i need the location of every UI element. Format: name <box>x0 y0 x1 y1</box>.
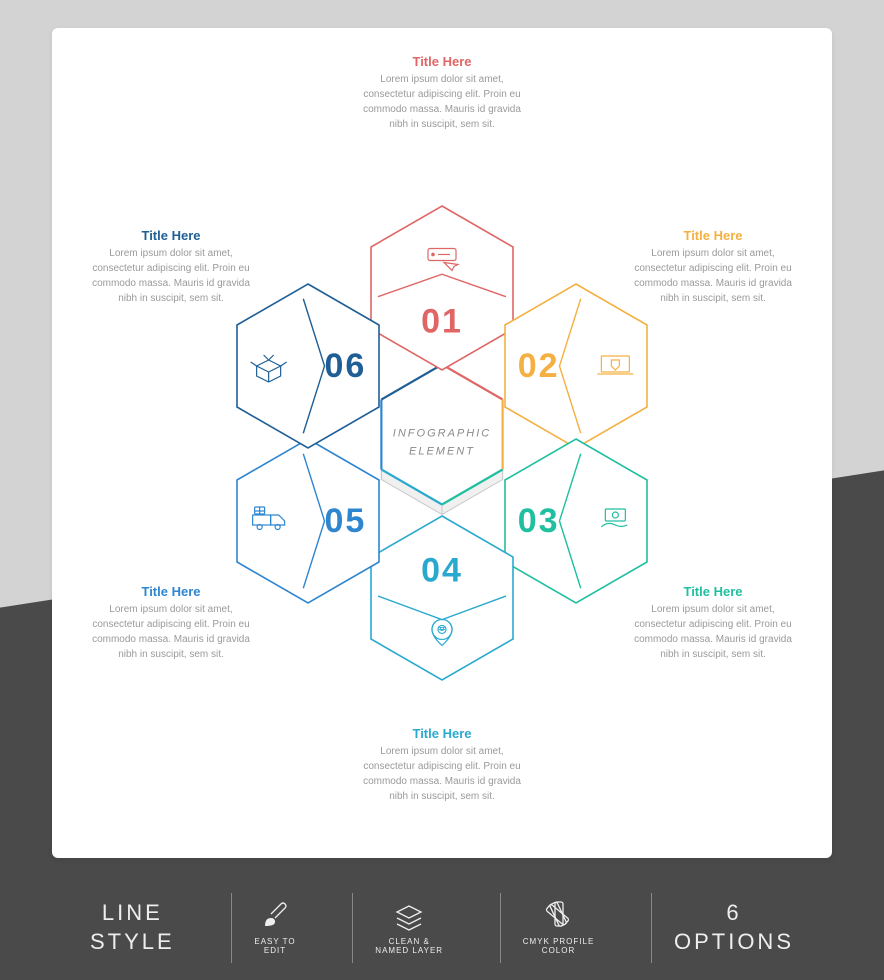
item-title-05: Title Here <box>86 584 256 599</box>
item-title-06: Title Here <box>86 228 256 243</box>
item-title-01: Title Here <box>357 54 527 69</box>
center-line-2: ELEMENT <box>409 445 475 457</box>
item-body-01: Lorem ipsum dolor sit amet, consectetur … <box>357 72 527 132</box>
hex-item-06: 06 <box>224 282 392 450</box>
footer-badge-swatch: CMYK PROFILECOLOR <box>500 893 617 963</box>
item-title-03: Title Here <box>628 584 798 599</box>
svg-text:02: 02 <box>518 347 560 385</box>
item-body-04: Lorem ipsum dolor sit amet, consectetur … <box>357 744 527 804</box>
brush-icon <box>260 901 290 931</box>
item-body-06: Lorem ipsum dolor sit amet, consectetur … <box>86 246 256 306</box>
item-body-05: Lorem ipsum dolor sit amet, consectetur … <box>86 602 256 662</box>
item-title-04: Title Here <box>357 726 527 741</box>
item-title-02: Title Here <box>628 228 798 243</box>
footer: LINESTYLE EASY TOEDIT CLEAN &NAMED LAYER… <box>0 876 884 980</box>
footer-badge-brush: EASY TOEDIT <box>231 893 317 963</box>
svg-text:01: 01 <box>421 302 463 340</box>
hex-item-02: 02 <box>492 282 660 450</box>
footer-badge-layers: CLEAN &NAMED LAYER <box>352 893 465 963</box>
item-body-03: Lorem ipsum dolor sit amet, consectetur … <box>628 602 798 662</box>
center-line-1: INFOGRAPHIC <box>393 427 491 439</box>
svg-text:06: 06 <box>324 347 366 385</box>
footer-left: LINESTYLE <box>68 893 197 963</box>
item-body-02: Lorem ipsum dolor sit amet, consectetur … <box>628 246 798 306</box>
footer-right: 6OPTIONS <box>651 893 816 963</box>
svg-text:05: 05 <box>324 502 366 540</box>
center-label: INFOGRAPHIC ELEMENT <box>393 425 491 460</box>
infographic-stage: INFOGRAPHIC ELEMENT 01 Title Here Lorem i… <box>52 28 832 858</box>
card: INFOGRAPHIC ELEMENT 01 Title Here Lorem i… <box>52 28 832 858</box>
hex-item-05: 05 <box>224 437 392 605</box>
page: INFOGRAPHIC ELEMENT 01 Title Here Lorem i… <box>0 0 884 980</box>
swatch-icon <box>544 901 574 931</box>
svg-text:04: 04 <box>421 551 463 589</box>
layers-icon <box>394 901 424 931</box>
